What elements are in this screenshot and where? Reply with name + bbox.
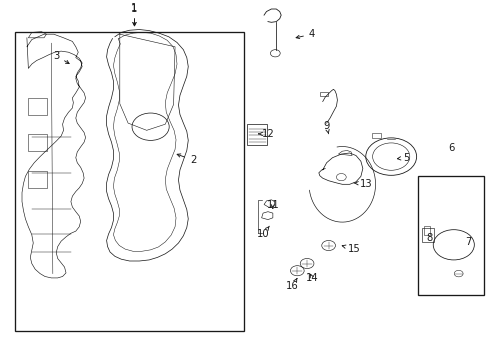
Text: 1: 1 bbox=[131, 3, 138, 26]
Text: 11: 11 bbox=[266, 200, 279, 210]
Bar bbox=[28, 171, 47, 188]
Bar bbox=[424, 226, 429, 235]
Text: 10: 10 bbox=[256, 226, 269, 239]
Text: 16: 16 bbox=[285, 278, 298, 291]
Bar bbox=[371, 133, 381, 138]
Text: 1: 1 bbox=[131, 4, 138, 26]
Text: 9: 9 bbox=[323, 121, 329, 134]
Text: 3: 3 bbox=[53, 51, 69, 64]
Bar bbox=[15, 32, 244, 331]
Bar bbox=[28, 134, 47, 151]
Bar bbox=[421, 228, 433, 242]
Text: 13: 13 bbox=[353, 179, 371, 189]
Text: 8: 8 bbox=[426, 233, 431, 243]
Bar bbox=[28, 98, 47, 115]
Text: 6: 6 bbox=[447, 143, 454, 153]
Text: 7: 7 bbox=[464, 237, 471, 247]
Text: 14: 14 bbox=[305, 273, 318, 283]
Text: 4: 4 bbox=[296, 29, 314, 39]
Text: 15: 15 bbox=[342, 244, 360, 254]
Text: 5: 5 bbox=[397, 153, 409, 163]
Bar bbox=[320, 92, 327, 96]
Text: 2: 2 bbox=[177, 154, 196, 165]
Text: 12: 12 bbox=[258, 129, 274, 139]
Bar bbox=[247, 124, 266, 145]
Bar bbox=[417, 176, 483, 295]
